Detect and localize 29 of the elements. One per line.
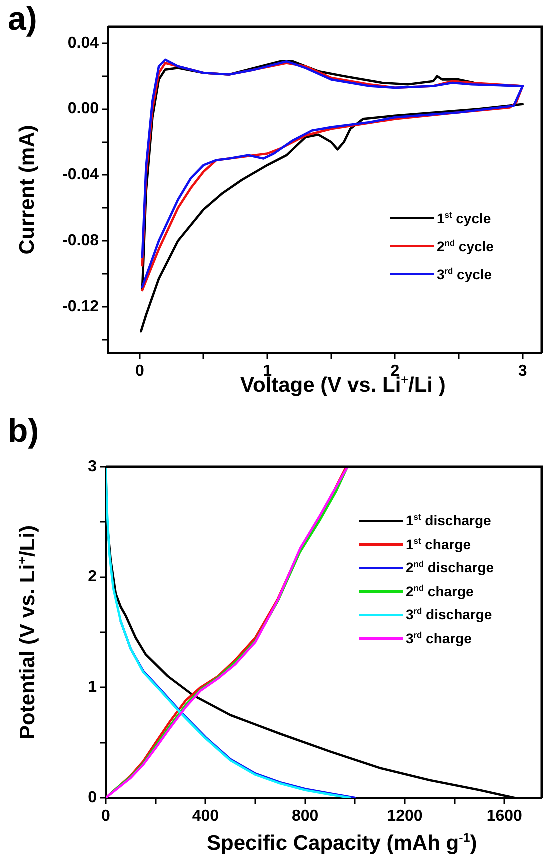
chart-title: b)	[8, 412, 40, 450]
y-tick-label: 0.00	[68, 100, 100, 118]
x-tick-label: 400	[192, 808, 220, 826]
y-tick-label: 1	[88, 679, 98, 696]
x-tick-label: 1600	[486, 808, 523, 826]
x-tick-label: 0	[135, 363, 144, 380]
x-axis-title: Specific Capacity (mAh g$^{-1}$)	[207, 830, 478, 856]
y-tick-label: 0	[88, 789, 98, 806]
x-tick-label: 0	[102, 808, 111, 826]
y-tick-label: -0.04	[62, 166, 100, 184]
legend-label: 2$^{nd}$ charge	[406, 582, 474, 600]
y-tick-label: 2	[88, 568, 98, 586]
x-tick-label: 800	[292, 808, 319, 826]
legend-label: 3$^{rd}$ cycle	[437, 266, 492, 282]
y-axis-title: Current (mA)	[16, 125, 40, 255]
legend-label: 1$^{st}$ discharge	[406, 512, 492, 530]
legend-label: 3$^{rd}$ discharge	[406, 606, 492, 624]
legend-label: 1$^{st}$ charge	[406, 536, 472, 553]
y-tick-label: 0.04	[68, 34, 100, 52]
y-tick-label: -0.12	[62, 298, 100, 316]
legend-label: 1$^{st}$ cycle	[437, 210, 492, 226]
legend-label: 2$^{nd}$ cycle	[437, 238, 494, 254]
chart-title: a)	[8, 0, 38, 38]
x-tick-label: 3	[518, 363, 528, 380]
x-tick-label: 1200	[387, 808, 423, 826]
y-tick-label: 3	[88, 458, 98, 476]
legend-label: 2$^{nd}$ discharge	[406, 559, 494, 576]
y-tick-label: -0.08	[62, 232, 100, 250]
legend-label: 3$^{rd}$ charge	[406, 630, 472, 647]
